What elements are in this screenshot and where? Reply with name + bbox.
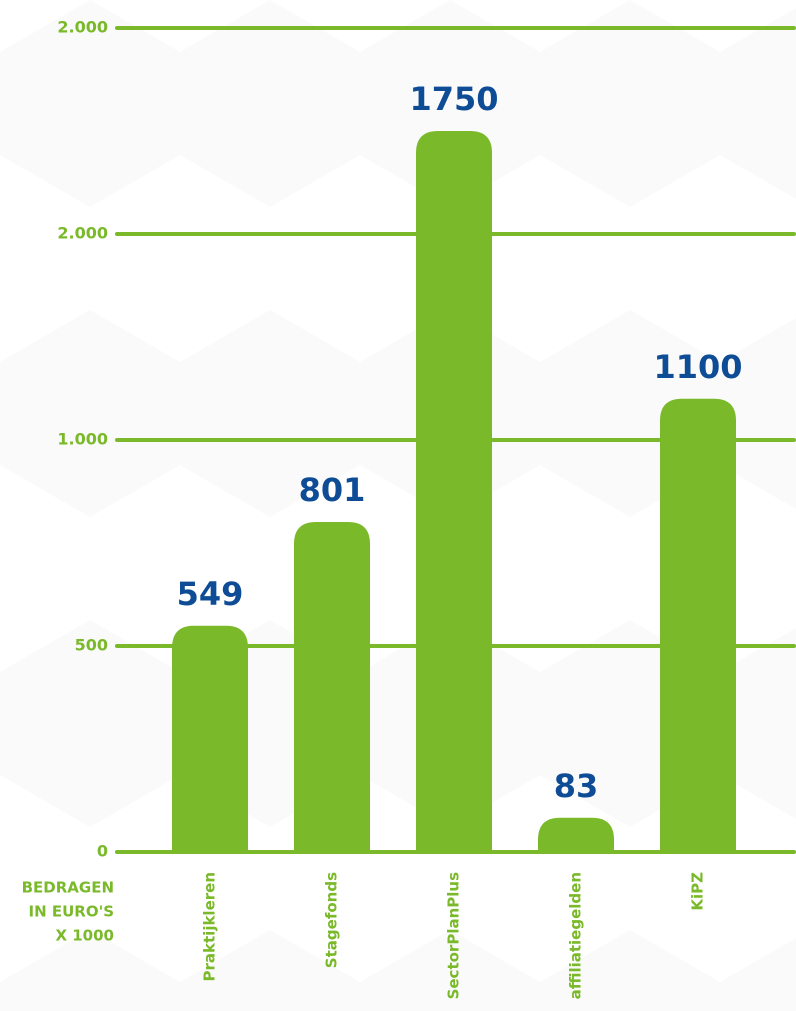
y-axis-label: IN EURO'S (29, 903, 114, 921)
x-tick-label: SectorPlanPlus (445, 872, 463, 999)
y-tick-label: 2.000 (57, 18, 108, 37)
bar (660, 398, 736, 852)
bar (538, 817, 614, 852)
y-tick-label: 0 (97, 842, 108, 861)
y-axis-label: BEDRAGEN (22, 879, 114, 897)
value-label: 549 (177, 575, 244, 613)
x-tick-label: KiPZ (689, 872, 707, 911)
bar (172, 625, 248, 852)
y-tick-label: 2.000 (57, 224, 108, 243)
bar (294, 521, 370, 852)
x-tick-label: affiliatiegelden (567, 872, 585, 999)
value-label: 1750 (409, 80, 498, 118)
value-label: 801 (299, 471, 366, 509)
value-label: 1100 (653, 348, 742, 386)
y-axis-label: X 1000 (55, 927, 114, 945)
value-label: 83 (554, 767, 599, 805)
y-tick-label: 1.000 (57, 430, 108, 449)
x-tick-label: Stagefonds (323, 872, 341, 968)
x-tick-label: Praktijkleren (201, 872, 219, 981)
bar (416, 131, 492, 852)
y-tick-label: 500 (75, 636, 108, 655)
